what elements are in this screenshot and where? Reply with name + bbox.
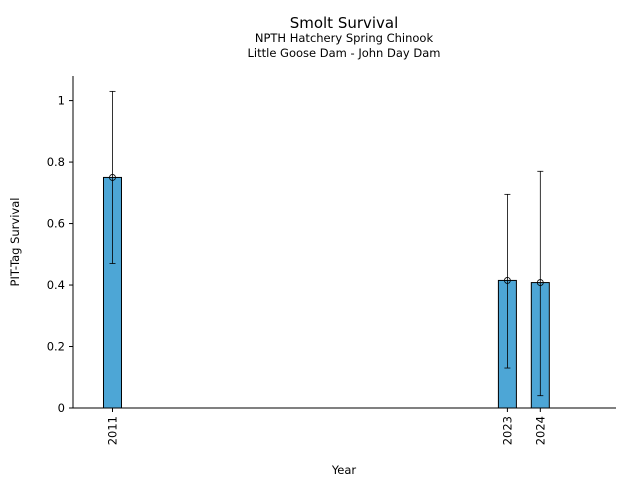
y-axis-label: PIT-Tag Survival <box>8 198 22 287</box>
x-axis-label: Year <box>331 463 357 477</box>
chart-subtitle-1: NPTH Hatchery Spring Chinook <box>255 31 434 45</box>
x-tick-label-2024: 2024 <box>533 416 547 445</box>
chart-title: Smolt Survival <box>290 14 399 32</box>
point-marker-2011 <box>109 174 116 181</box>
chart-subtitle-2: Little Goose Dam - John Day Dam <box>248 46 441 60</box>
y-tick-label: 1 <box>58 94 65 108</box>
y-tick-label: 0.6 <box>47 217 65 231</box>
point-marker-2023 <box>503 277 511 284</box>
x-tick-label-2011: 2011 <box>105 416 119 445</box>
y-tick-label: 0.2 <box>47 340 65 354</box>
y-tick-label: 0 <box>58 401 65 415</box>
y-tick-label: 0.8 <box>47 155 65 169</box>
plot-area: 0 0.2 0.4 0.6 0.8 1 2011 2023 2024 <box>47 76 616 445</box>
x-tick-label-2023: 2023 <box>500 416 514 445</box>
y-tick-label: 0.4 <box>47 278 65 292</box>
point-marker-2024 <box>536 279 544 286</box>
